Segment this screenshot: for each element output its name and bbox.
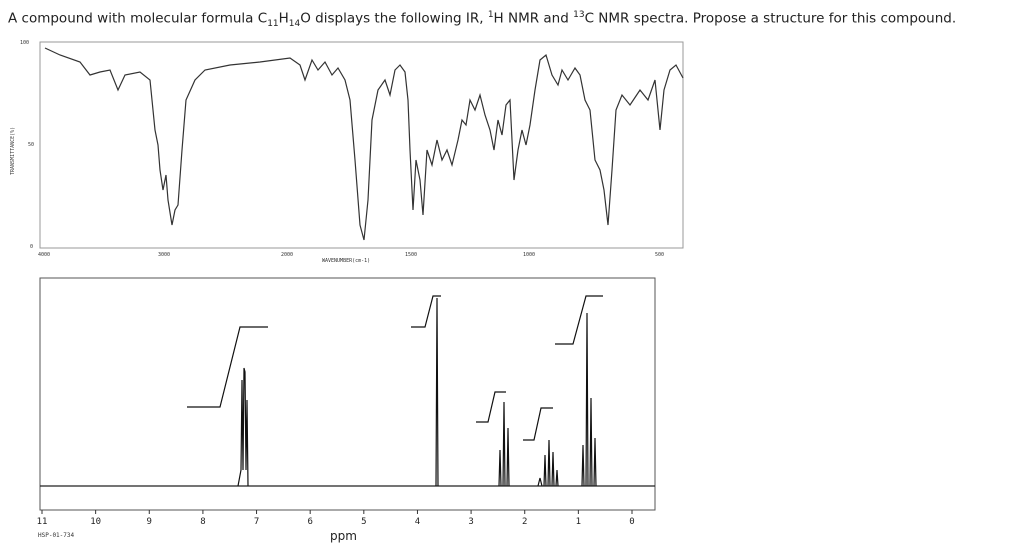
integration	[187, 295, 603, 441]
x-tick-label: 4000	[38, 252, 50, 258]
y-tick-label: 0	[30, 244, 33, 250]
x-tick-label: 3000	[158, 252, 170, 258]
text: H NMR and	[493, 10, 574, 27]
x-tick-label: 3	[468, 517, 473, 527]
y-axis-label: TRANSMITTANCE(%)	[10, 127, 16, 175]
ir-spectrum: 100 50 0 TRANSMITTANCE(%) 4000 3000 2000…	[10, 40, 684, 264]
x-tick-label: 9	[147, 517, 152, 527]
text: C NMR spectra. Propose a structure for t…	[584, 10, 957, 27]
x-axis-label: WAVENUMBER(cm-1)	[322, 258, 370, 264]
x-tick-label: 1	[576, 517, 581, 527]
x-tick-label: 8	[200, 517, 205, 527]
nmr-frame	[39, 277, 656, 511]
x-tick-label: 2000	[281, 252, 293, 258]
spectrum-code: HSP-01-734	[38, 532, 75, 539]
subscript: 11	[267, 19, 279, 30]
x-tick-label: 7	[254, 517, 259, 527]
x-tick-label: 5	[361, 517, 366, 527]
text: O displays the following IR,	[300, 10, 488, 27]
x-tick-label: 1000	[523, 252, 535, 258]
subscript: 14	[288, 19, 301, 30]
x-tick-label: 6	[307, 517, 312, 527]
nmr-axis: 11 10 9 8 7 6 5 4 3 2 1 0	[37, 510, 635, 527]
nmr-peaks	[237, 297, 597, 487]
ir-frame	[39, 41, 684, 249]
x-axis-label: ppm	[330, 529, 357, 543]
question: A compound with molecular formula C11H14…	[8, 10, 956, 29]
text: A compound with molecular formula C	[8, 10, 268, 27]
x-tick-label: 11	[37, 517, 48, 527]
x-tick-label: 2	[522, 517, 527, 527]
x-tick-label: 0	[629, 517, 634, 527]
x-tick-label: 10	[90, 517, 101, 527]
superscript: 1	[487, 10, 494, 20]
ir-trace	[44, 47, 684, 241]
text: H	[278, 10, 289, 27]
x-tick-label: 4	[415, 517, 420, 527]
y-tick-label: 50	[28, 142, 34, 148]
x-tick-label: 500	[655, 252, 664, 258]
nmr-spectrum: 11 10 9 8 7 6 5 4 3 2 1 0 HSP-01-734 ppm	[37, 277, 656, 543]
y-tick-label: 100	[20, 40, 29, 46]
x-tick-label: 1500	[405, 252, 417, 258]
superscript: 13	[573, 10, 585, 20]
